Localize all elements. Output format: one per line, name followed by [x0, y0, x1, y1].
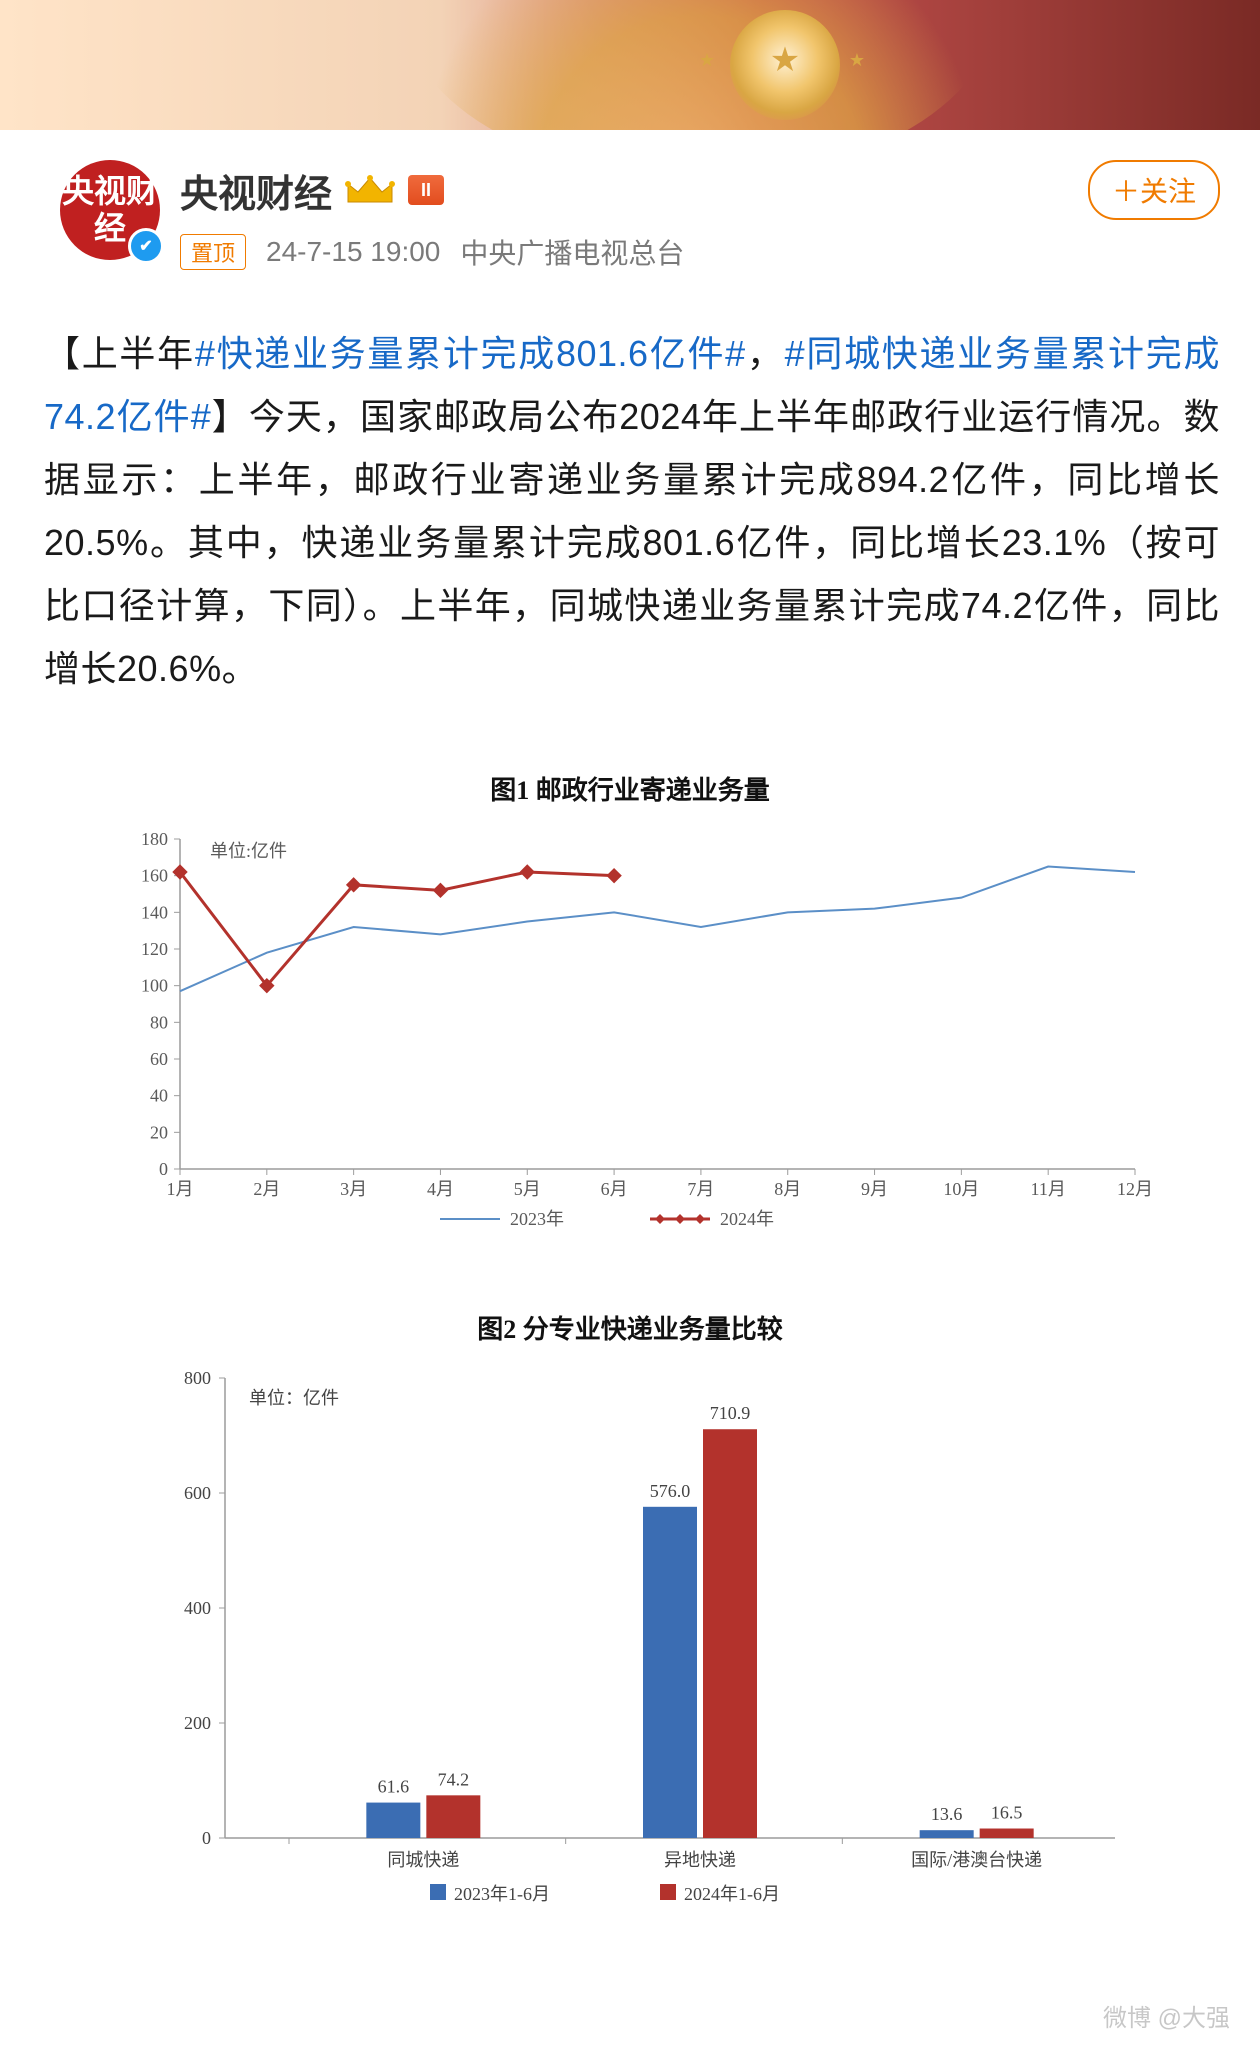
avatar[interactable]: 央视财经	[60, 160, 160, 260]
svg-text:11月: 11月	[1031, 1179, 1066, 1199]
svg-text:2024年1-6月: 2024年1-6月	[684, 1884, 780, 1904]
svg-text:80: 80	[150, 1012, 168, 1032]
chart-2-svg: 0 200 400 600 800 单位：亿件 61.6 74.2 同城快递 576.0 710.9…	[125, 1358, 1135, 1918]
svg-text:13.6: 13.6	[931, 1804, 963, 1824]
svg-text:10月: 10月	[943, 1179, 979, 1199]
svg-text:710.9: 710.9	[710, 1403, 751, 1423]
svg-text:异地快递: 异地快递	[664, 1850, 736, 1870]
svg-text:5月: 5月	[514, 1179, 541, 1199]
chart-1-title: 图1 邮政行业寄递业务量	[80, 770, 1180, 807]
svg-text:0: 0	[202, 1828, 211, 1848]
svg-text:单位:亿件: 单位:亿件	[210, 841, 287, 861]
svg-text:2023年1-6月: 2023年1-6月	[454, 1884, 550, 1904]
svg-text:60: 60	[150, 1049, 168, 1069]
verified-icon	[128, 228, 164, 264]
svg-text:74.2: 74.2	[438, 1769, 470, 1789]
header-banner: ★ ★	[0, 0, 1260, 130]
svg-text:180: 180	[141, 829, 168, 849]
hashtag-link[interactable]: #快递业务量累计完成801.6亿件#	[195, 333, 746, 374]
svg-text:20: 20	[150, 1122, 168, 1142]
svg-text:800: 800	[184, 1368, 211, 1388]
chart-2-title: 图2 分专业快递业务量比较	[80, 1309, 1180, 1346]
svg-text:1月: 1月	[167, 1179, 194, 1199]
svg-text:600: 600	[184, 1483, 211, 1503]
svg-text:2月: 2月	[253, 1179, 280, 1199]
svg-text:400: 400	[184, 1598, 211, 1618]
svg-text:40: 40	[150, 1086, 168, 1106]
chart-2: 图2 分专业快递业务量比较 0 200 400 600 800 单位：亿件 61.6 74.2…	[80, 1309, 1180, 1918]
svg-text:9月: 9月	[861, 1179, 888, 1199]
svg-text:2023年: 2023年	[510, 1209, 564, 1229]
chart-1-svg: 0 20 40 60 80 100 120 140 160 180 1月 2月 3月 4月 5月 6月 7月 8月…	[100, 819, 1160, 1239]
post-text: 【上半年#快递业务量累计完成801.6亿件#，#同城快递业务量累计完成74.2亿…	[44, 322, 1220, 700]
account-name[interactable]: 央视财经	[180, 163, 332, 218]
svg-text:4月: 4月	[427, 1179, 454, 1199]
pinned-badge: 置顶	[180, 234, 246, 270]
svg-text:61.6: 61.6	[378, 1777, 410, 1797]
post-timestamp: 24-7-15 19:00	[266, 236, 440, 268]
svg-text:2024年: 2024年	[720, 1209, 774, 1229]
svg-text:6月: 6月	[601, 1179, 628, 1199]
svg-text:0: 0	[159, 1159, 168, 1179]
svg-text:200: 200	[184, 1713, 211, 1733]
svg-text:140: 140	[141, 902, 168, 922]
svg-text:12月: 12月	[1117, 1179, 1153, 1199]
svg-text:16.5: 16.5	[991, 1803, 1023, 1823]
svg-text:单位：亿件: 单位：亿件	[249, 1388, 339, 1408]
svg-text:100: 100	[141, 976, 168, 996]
svg-text:3月: 3月	[340, 1179, 367, 1199]
svg-text:7月: 7月	[687, 1179, 714, 1199]
chart-1: 图1 邮政行业寄递业务量 0 20 40 60 80 100 120 140 160 180 1月 2…	[80, 770, 1180, 1239]
follow-button[interactable]: ＋关注	[1088, 160, 1220, 220]
crown-icon	[344, 172, 396, 208]
svg-text:8月: 8月	[774, 1179, 801, 1199]
svg-text:120: 120	[141, 939, 168, 959]
post-source[interactable]: 中央广播电视总台	[460, 232, 684, 272]
svg-text:国际/港澳台快递: 国际/港澳台快递	[911, 1850, 1042, 1870]
svg-text:160: 160	[141, 866, 168, 886]
watermark: 微博 @大强	[1103, 1998, 1230, 2033]
svg-text:同城快递: 同城快递	[387, 1850, 459, 1870]
level-badge: II	[408, 175, 444, 205]
svg-text:576.0: 576.0	[650, 1481, 691, 1501]
